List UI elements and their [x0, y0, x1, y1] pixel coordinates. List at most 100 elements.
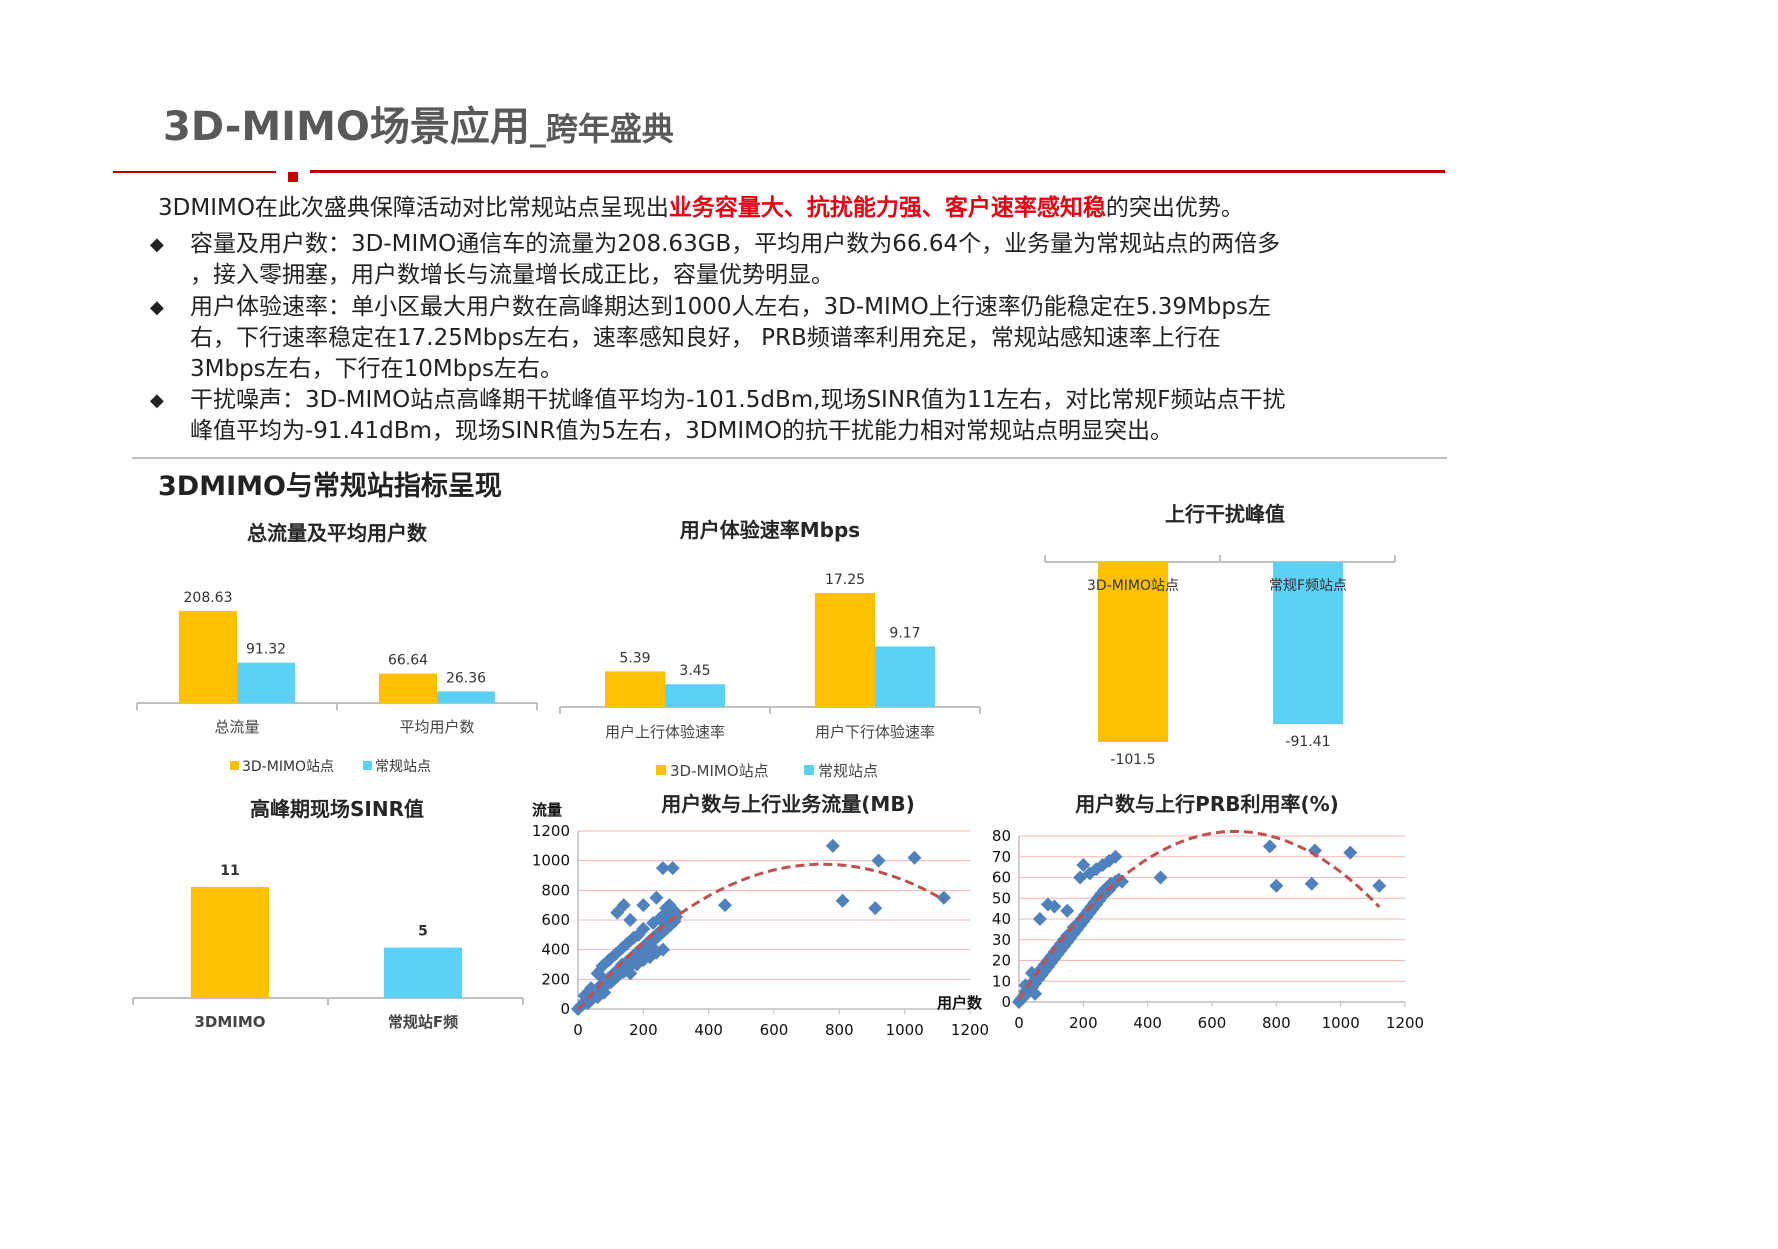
category-label: 3D-MIMO站点	[1087, 578, 1179, 594]
category-label: 总流量	[214, 718, 259, 736]
category-label: 用户上行体验速率	[605, 723, 725, 741]
x-tick-label: 200	[629, 1021, 658, 1039]
x-tick-label: 600	[1198, 1014, 1227, 1032]
bullet-2-line-1: 用户体验速率：单小区最大用户数在高峰期达到1000人左右，3D-MIMO上行速率…	[190, 294, 1271, 320]
legend-label: 常规站点	[818, 762, 878, 780]
chart-title: 上行干扰峰值	[1165, 502, 1285, 526]
data-label: 91.32	[246, 642, 286, 658]
chart-title: 用户数与上行PRB利用率(%)	[1075, 792, 1339, 816]
chart-title: 用户数与上行业务流量(MB)	[661, 792, 914, 816]
bar-series-2	[665, 684, 725, 707]
scatter-point	[1047, 945, 1062, 960]
chart-sinr: 高峰期现场SINR值 11 5 3DMIMO 常规站F频	[132, 797, 524, 1031]
x-tick-label: 1000	[1322, 1014, 1360, 1032]
scatter-point	[1040, 953, 1055, 968]
legend-label: 3D-MIMO站点	[670, 762, 769, 780]
intro-after: 的突出优势。	[1105, 195, 1244, 221]
bullet-3-line-2: 峰值平均为-91.41dBm，现场SINR值为5左右，3DMIMO的抗干扰能力相…	[190, 418, 1174, 444]
x-tick-label: 0	[573, 1021, 583, 1039]
bullet-3-line-1: 干扰噪声：3D-MIMO站点高峰期干扰峰值平均为-101.5dBm,现场SINR…	[190, 387, 1286, 413]
scatter-point	[587, 988, 602, 1003]
scatter-point	[636, 898, 651, 913]
data-label: 3.45	[679, 663, 710, 679]
scatter-point	[1028, 986, 1043, 1001]
data-label: -91.41	[1285, 734, 1330, 750]
scatter-point	[1372, 878, 1387, 893]
scatter-point	[669, 905, 683, 920]
scatter-point	[1079, 907, 1094, 922]
scatter-point	[1153, 870, 1168, 885]
scatter-point	[1021, 982, 1036, 997]
scatter-point	[936, 890, 951, 905]
y-tick-label: 1000	[532, 852, 570, 870]
y-tick-label: 0	[560, 1000, 570, 1018]
scatter-point	[1085, 899, 1100, 914]
scatter-point	[835, 893, 850, 908]
scatter-point	[1108, 849, 1123, 864]
scatter-point	[1343, 845, 1358, 860]
scatter-point	[825, 838, 840, 853]
x-tick-label: 200	[1069, 1014, 1098, 1032]
scatter-point	[655, 861, 670, 876]
y-tick-label: 600	[541, 911, 570, 929]
y-axis-label: 流量	[532, 801, 562, 819]
category-label: 3DMIMO	[194, 1013, 265, 1031]
bars: 5.39 17.25 3.45 9.17	[605, 572, 935, 707]
category-label: 平均用户数	[399, 718, 474, 736]
intro-highlight: 业务容量大、抗扰能力强、客户速率感知稳	[668, 195, 1106, 221]
page-title-sub: _跨年盛典	[529, 110, 674, 148]
scatter-point	[623, 913, 638, 927]
bullet-1-line-1: 容量及用户数：3D-MIMO通信车的流量为208.63GB，平均用户数为66.6…	[190, 231, 1281, 257]
scatter-point	[1073, 870, 1088, 885]
legend-label: 3D-MIMO站点	[242, 759, 334, 775]
y-tick-label: 1200	[532, 822, 570, 840]
scatter-point	[871, 853, 886, 868]
legend-label: 常规站点	[375, 759, 431, 775]
scatter-point	[626, 930, 641, 945]
bullet-2-line-2: 右，下行速率稳定在17.25Mbps左右，速率感知良好， PRB频谱率利用充足，…	[190, 325, 1221, 351]
y-tick-label: 70	[992, 848, 1011, 866]
scatter-point	[1076, 858, 1091, 873]
y-tick-label: 60	[992, 869, 1011, 887]
scatter-point	[1114, 874, 1129, 889]
section-title: 3DMIMO与常规站指标呈现	[158, 471, 502, 502]
bar	[1273, 562, 1343, 725]
category-label: 常规站F频	[388, 1013, 458, 1031]
title-marker	[288, 172, 298, 182]
scatter-point	[907, 850, 922, 865]
y-tick-label: 20	[992, 952, 1011, 970]
scatter-point	[593, 979, 608, 994]
x-tick-label: 400	[1133, 1014, 1162, 1032]
scatter-point	[1304, 876, 1319, 891]
scatter-point	[600, 976, 615, 991]
y-tick-label: 10	[992, 972, 1011, 990]
y-tick-label: 40	[992, 910, 1011, 928]
bar	[1098, 562, 1168, 742]
scatter-point	[1060, 903, 1075, 918]
data-label: 208.63	[184, 590, 233, 606]
data-label: -101.5	[1110, 752, 1155, 768]
trend-line	[1017, 829, 1381, 1001]
legend-swatch	[230, 761, 239, 770]
plot-area: 0 200 400 600 800 1000 1200 0 200 400 600 800 1000 12…	[532, 822, 988, 1039]
scatter-point	[1024, 965, 1039, 980]
page-title: 3D-MIMO场景应用_跨年盛典	[163, 94, 674, 152]
chart-title: 高峰期现场SINR值	[250, 797, 424, 821]
scatter-point	[868, 901, 883, 916]
y-tick-label: 400	[541, 941, 570, 959]
scatter-point	[602, 953, 617, 968]
scatter-point	[1269, 878, 1284, 893]
data-label: 26.36	[446, 670, 486, 686]
bar-series-1	[379, 673, 437, 703]
bar	[384, 947, 462, 998]
scatter-point	[665, 861, 680, 876]
bullet-icon: ◆	[150, 234, 164, 255]
x-tick-label: 1000	[886, 1021, 924, 1039]
scatter-point	[1032, 912, 1047, 926]
bar-series-2	[875, 646, 935, 707]
y-tick-label: 80	[992, 827, 1011, 845]
scatter-point	[718, 898, 732, 913]
scatter-point	[646, 941, 661, 956]
x-tick-label: 400	[694, 1021, 723, 1039]
